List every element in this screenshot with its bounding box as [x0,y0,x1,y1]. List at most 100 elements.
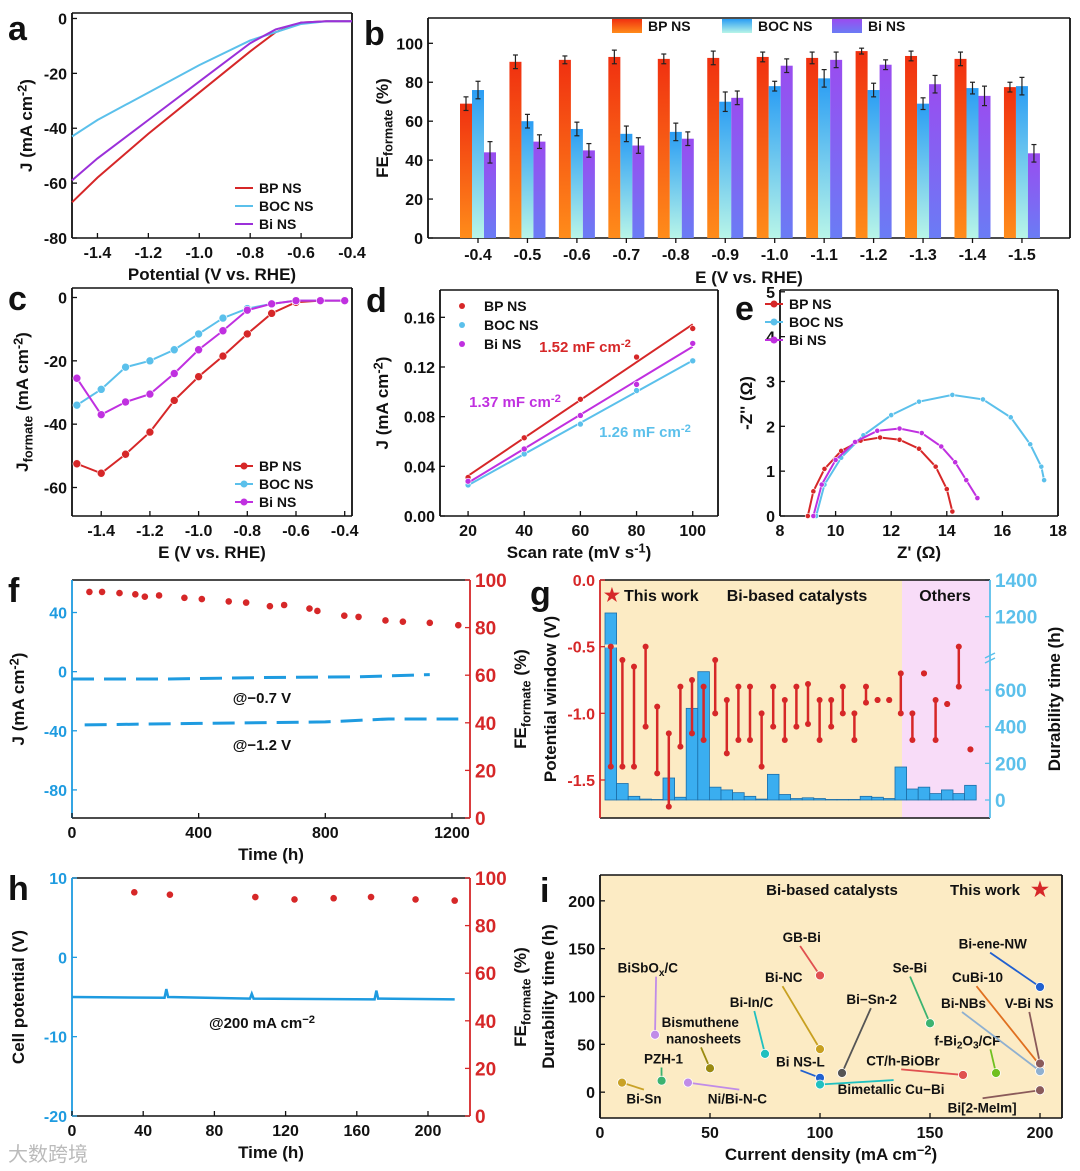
window-end [712,657,719,663]
legend-label: Bi NS [789,332,826,348]
x-tick-label: 40 [515,523,533,540]
window-end [944,701,951,707]
data-point [267,309,276,318]
bar [681,138,694,238]
x-axis-label: E (V vs. RHE) [695,268,803,287]
durability-bar [743,795,757,801]
durability-bar [917,786,931,801]
legend-marker [459,341,465,347]
y-right-tick-label: 20 [475,761,496,782]
x-tick-label: -0.7 [613,247,641,264]
window-end [967,746,974,753]
data-point [815,1044,825,1055]
annotation: @−0.7 V [233,690,291,707]
fe-point [367,893,375,901]
window-end [631,663,637,670]
y-tick-label: 0 [766,509,775,526]
x-tick-label: -1.0 [185,245,213,262]
y-right-tick-label: 1400 [995,571,1037,592]
window-end [793,683,800,690]
x-tick-label: 10 [827,523,845,540]
legend-label: BP NS [789,296,832,312]
x-tick-label: 200 [1027,1125,1054,1142]
y-tick-label: 4 [766,330,775,347]
panel-letter: c [8,280,27,318]
bar [954,58,967,239]
data-point [925,1018,935,1029]
panel-letter: g [530,575,551,613]
fe-point [141,593,149,600]
callout-line [909,976,931,1024]
data-point [72,373,82,383]
callout-line [901,1068,964,1076]
panel-letter: a [8,10,28,48]
bar [582,150,595,238]
legend-label: BP NS [259,458,302,474]
y-tick-label: -20 [44,354,67,371]
y-tick-label: 0 [58,291,67,308]
fe-point [198,595,206,603]
y-tick-label: -20 [44,66,67,83]
x-tick-label: 120 [272,1123,299,1140]
fe-point [225,598,233,605]
y-right-tick-label: 100 [475,869,507,890]
y-axis-label: Cell potential (V) [9,930,28,1064]
data-point [633,381,640,388]
data-point [243,305,252,315]
window-end [654,703,661,710]
fe-point [181,594,188,602]
data-point [633,353,640,361]
this-work-label: This work [624,588,699,605]
y-right-tick-label: 0 [475,1107,486,1128]
x-tick-label: -0.4 [331,523,359,540]
x-axis-label: Potential (V vs. RHE) [128,265,296,284]
x-tick-label: 160 [343,1123,370,1140]
point-label: CuBi-10 [952,970,1003,985]
region-label: Bi-based catalysts [727,588,868,605]
window-end [770,723,777,730]
point-label: Bimetallic Cu−Bi [838,1082,945,1097]
point-label: nanosheets [666,1031,741,1046]
y-right-tick-label: 60 [475,964,496,985]
y-right-tick-label: 0 [475,809,486,830]
x-tick-label: -1.5 [1008,247,1036,264]
window-end [863,683,869,690]
data-point [291,296,301,305]
x-tick-label: -1.1 [810,247,838,264]
window-end [805,721,811,727]
x-axis-label: Time (h) [238,845,304,864]
fe-point [291,896,298,903]
window-end [909,737,916,743]
window-end [793,723,800,730]
x-axis-label: Current density (mA cm−2) [725,1142,937,1164]
data-point [520,445,528,453]
window-end [781,697,788,703]
y-right-tick-label: 0 [995,791,1006,812]
bar [1003,87,1016,238]
legend-label: BOC NS [259,476,313,492]
data-point [72,400,82,410]
y-tick-label: 80 [405,75,423,92]
window-end [781,737,788,743]
panel-g: 0 200 400 600 1200 1400 ★ This work Bi-based cat… [600,571,1037,818]
fe-point [314,607,321,615]
point-label: Bi-Sn [626,1092,661,1107]
panel-letter: h [8,870,29,908]
callout-line [654,976,657,1035]
callout-line [799,945,821,976]
data-point [916,445,922,452]
y-tick-label: -40 [44,121,67,138]
y-right-tick-label: 20 [475,1059,496,1080]
x-tick-label: -0.4 [464,247,492,264]
window-end [886,697,893,703]
series-line [76,299,345,407]
fe-point [330,894,337,902]
fe-point [86,588,93,596]
point-label: V-Bi NS [1005,996,1054,1011]
bar [855,51,868,238]
durability-bar [952,793,966,801]
y-tick-label: 0 [586,1085,595,1102]
window-end [932,697,939,703]
callout-line [841,1007,872,1074]
